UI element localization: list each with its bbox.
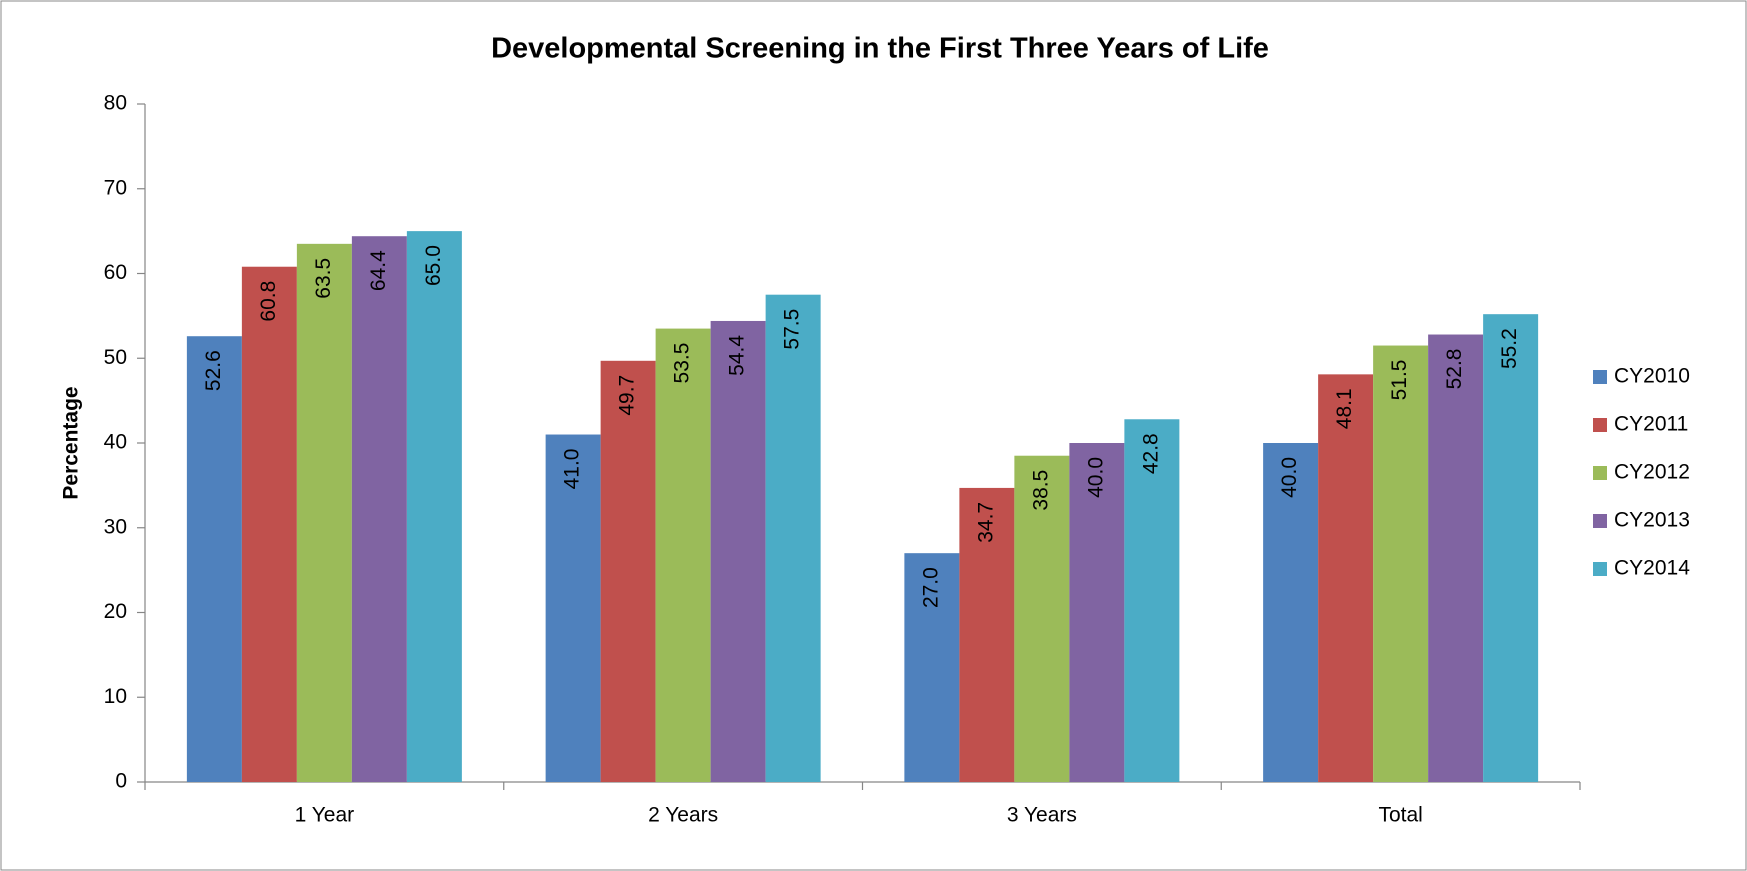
bar (1483, 314, 1539, 782)
bar (1373, 345, 1429, 782)
legend-swatch (1593, 370, 1607, 384)
bar (406, 231, 462, 782)
bar (1428, 334, 1484, 782)
data-label: 42.8 (1139, 433, 1162, 474)
data-label: 53.5 (671, 343, 694, 384)
data-label: 48.1 (1333, 388, 1356, 429)
y-axis-label: Percentage (60, 386, 83, 499)
data-label: 65.0 (422, 245, 445, 286)
bar (351, 236, 407, 782)
bar (600, 360, 656, 782)
x-tick-label: 3 Years (1007, 804, 1077, 827)
data-label: 63.5 (312, 258, 335, 299)
data-label: 52.8 (1443, 349, 1466, 390)
data-label: 51.5 (1388, 360, 1411, 401)
data-label: 52.6 (202, 350, 225, 391)
y-tick-label: 10 (104, 685, 127, 708)
y-tick-label: 80 (104, 92, 127, 115)
bar (545, 434, 601, 782)
data-label: 34.7 (974, 502, 997, 543)
legend-label: CY2010 (1614, 365, 1690, 388)
bar (710, 320, 766, 782)
bar (241, 266, 297, 783)
y-tick-label: 30 (104, 515, 127, 538)
bar (1014, 455, 1070, 782)
legend-label: CY2013 (1614, 509, 1690, 532)
data-label: 55.2 (1498, 328, 1521, 369)
bar (1124, 419, 1180, 782)
data-label: 41.0 (561, 449, 584, 490)
bar (296, 243, 352, 782)
data-label: 60.8 (257, 281, 280, 322)
legend-swatch (1593, 562, 1607, 576)
y-tick-label: 50 (104, 346, 127, 369)
y-tick-label: 70 (104, 176, 127, 199)
bar (655, 328, 711, 782)
data-label: 57.5 (781, 309, 804, 350)
bar (765, 294, 821, 782)
legend-swatch (1593, 418, 1607, 432)
chart-title: Developmental Screening in the First Thr… (491, 33, 1269, 65)
data-label: 49.7 (616, 375, 639, 416)
data-label: 27.0 (919, 567, 942, 608)
data-label: 40.0 (1278, 457, 1301, 498)
bar (1069, 443, 1125, 782)
y-tick-label: 40 (104, 431, 127, 454)
x-tick-label: Total (1378, 804, 1422, 827)
bar (1263, 443, 1319, 782)
legend-label: CY2011 (1614, 413, 1688, 436)
x-tick-label: 2 Years (648, 804, 718, 827)
legend-swatch (1593, 466, 1607, 480)
data-label: 38.5 (1029, 470, 1052, 511)
bar (904, 553, 960, 782)
y-tick-label: 20 (104, 600, 127, 623)
data-label: 64.4 (367, 250, 390, 291)
legend-label: CY2012 (1614, 461, 1690, 484)
y-tick-label: 60 (104, 261, 127, 284)
data-label: 54.4 (726, 335, 749, 376)
legend-swatch (1593, 514, 1607, 528)
bar (1318, 374, 1374, 782)
legend-label: CY2014 (1614, 557, 1690, 580)
bar (186, 336, 242, 782)
x-tick-label: 1 Year (295, 804, 355, 827)
data-label: 40.0 (1084, 457, 1107, 498)
bar (959, 487, 1015, 782)
y-tick-label: 0 (115, 770, 127, 793)
